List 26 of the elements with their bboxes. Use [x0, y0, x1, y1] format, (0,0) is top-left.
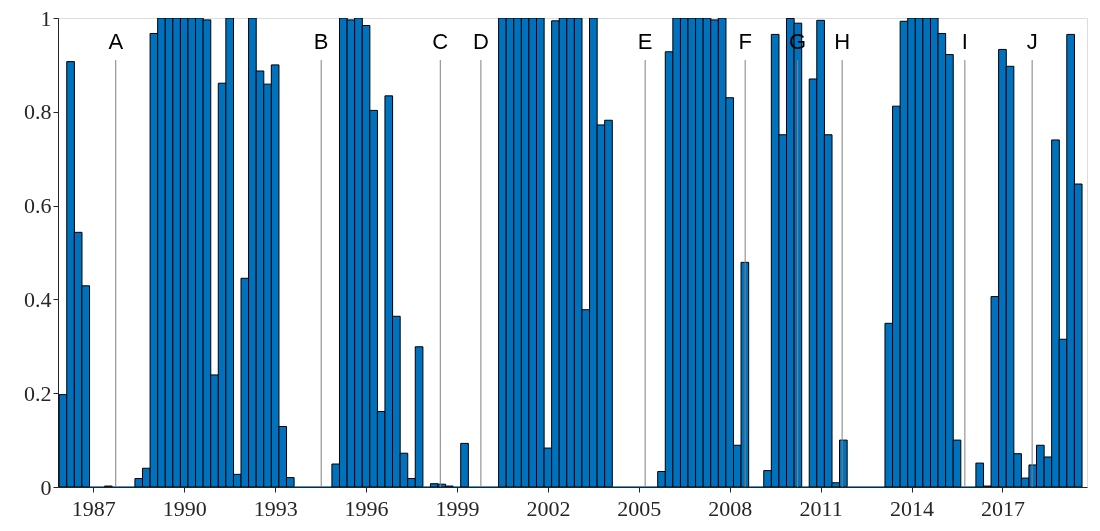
- x-tick-label: 2005: [617, 495, 662, 521]
- x-tick-label: 2002: [526, 495, 571, 521]
- ref-line-label: A: [108, 29, 124, 54]
- ref-line-label: J: [1026, 29, 1038, 54]
- ref-line-label: B: [313, 29, 329, 54]
- y-tick-label: 0.2: [24, 380, 52, 406]
- x-tick-label: 2017: [980, 495, 1025, 521]
- y-tick-label: 0: [40, 474, 52, 500]
- ref-line-label: E: [637, 29, 653, 54]
- x-tick-label: 2008: [708, 495, 753, 521]
- x-tick-label: 1999: [435, 495, 480, 521]
- y-tick-label: 0.8: [24, 99, 52, 125]
- ref-line-label: F: [738, 29, 752, 54]
- ref-line-label: C: [432, 29, 449, 54]
- x-tick-label: 1993: [253, 495, 298, 521]
- x-tick-label: 1987: [71, 495, 116, 521]
- x-tick-label: 1990: [162, 495, 207, 521]
- y-tick-label: 0.4: [24, 286, 52, 312]
- ref-line-label: H: [834, 29, 851, 54]
- ref-line-label: D: [472, 29, 489, 54]
- y-tick-label: 1: [40, 5, 52, 31]
- x-tick-label: 2011: [799, 495, 843, 521]
- ref-line-label: I: [961, 29, 968, 54]
- y-tick-label: 0.6: [24, 193, 52, 219]
- x-tick-label: 2014: [890, 495, 935, 521]
- x-tick-label: 1996: [344, 495, 389, 521]
